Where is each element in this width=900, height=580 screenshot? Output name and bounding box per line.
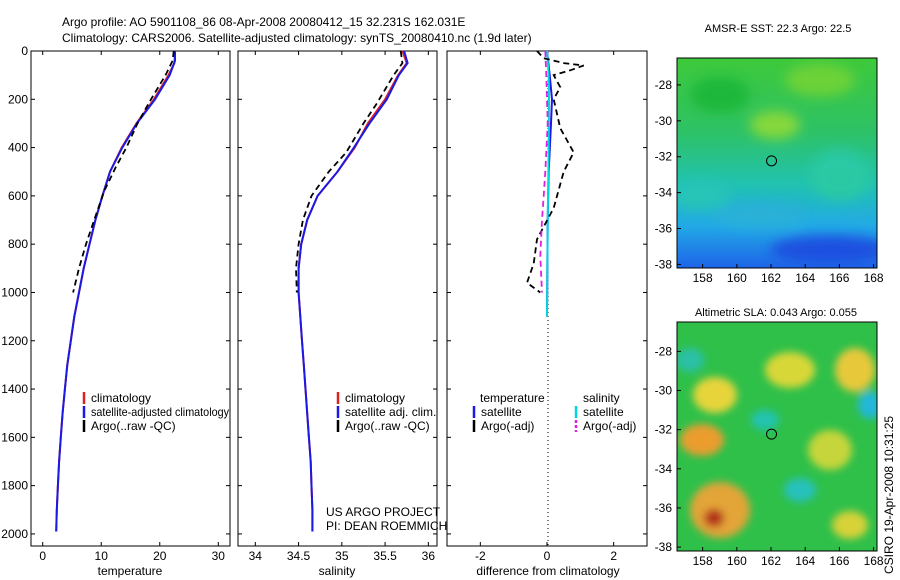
x-tick-label: 34 (249, 549, 263, 563)
satellite-adj-clim-line (297, 50, 409, 532)
salinity-argo-adj-line (539, 50, 549, 293)
map-y-tick-label: -30 (655, 114, 673, 128)
salinity-ticks: 34 34.5 35 35.5 36 (238, 50, 437, 563)
legend-sal-satellite-label: satellite (583, 405, 624, 419)
y-tick-label: 400 (8, 141, 28, 155)
y-tick-label: 1400 (1, 382, 28, 396)
x-tick-label: -2 (475, 549, 486, 563)
climatology-line (297, 50, 408, 532)
map-y-tick-label: -32 (655, 150, 673, 164)
y-tick-label: 1200 (1, 334, 28, 348)
legend-temperature-title: temperature (480, 391, 545, 405)
sla-map-frame (676, 321, 878, 552)
map-x-tick-label: 164 (795, 271, 815, 285)
map-x-tick-label: 158 (693, 271, 713, 285)
sst-heatmap (677, 58, 877, 268)
title-line-1: Argo profile: AO 5901108_86 08-Apr-2008 … (62, 15, 465, 29)
y-tick-label: 600 (8, 189, 28, 203)
y-tick-label: 800 (8, 237, 28, 251)
difference-xlabel: difference from climatology (476, 564, 619, 578)
argo-location-marker (766, 155, 778, 167)
legend-temp-satellite-label: satellite (481, 405, 522, 419)
legend-argo-label: Argo(..raw -QC) (345, 419, 430, 433)
map-x-tick-label: 166 (829, 554, 849, 568)
sla-map-ticks: 158 160 162 164 166 168 -28 -30 -32 -34 -36 -38 (655, 344, 884, 568)
salinity-legend: climatology satellite adj. clim. Argo(..… (336, 391, 436, 433)
map-x-tick-label: 162 (761, 554, 781, 568)
map-y-tick-label: -32 (655, 423, 673, 437)
salinity-xlabel: salinity (319, 564, 356, 578)
difference-ticks: -2 0 2 (447, 50, 647, 563)
temperature-profiles (55, 50, 176, 532)
map-x-tick-label: 166 (829, 271, 849, 285)
legend-argo-label: Argo(..raw -QC) (91, 419, 176, 433)
y-tick-label: 1800 (1, 479, 28, 493)
map-x-tick-label: 158 (693, 554, 713, 568)
salinity-satellite-line (546, 50, 551, 317)
argo-raw-qc-line (72, 50, 175, 293)
difference-profiles (525, 50, 585, 317)
map-x-tick-label: 160 (727, 554, 747, 568)
temperature-ticks: 0 10 20 30 0 200 400 600 800 1000 1200 1400 1600 1800… (1, 44, 230, 563)
x-tick-label: 35.5 (373, 549, 397, 563)
legend-salinity-title: salinity (583, 391, 620, 405)
map-x-tick-label: 164 (795, 554, 815, 568)
map-y-tick-label: -34 (655, 186, 673, 200)
sst-map-frame (676, 57, 878, 269)
sst-map-ticks: 158 160 162 164 166 168 -28 -30 -32 -34 -36 -38 (655, 78, 884, 285)
y-tick-label: 2000 (1, 527, 28, 541)
map-y-tick-label: -30 (655, 384, 673, 398)
title-line-2: Climatology: CARS2006. Satellite-adjuste… (62, 31, 532, 45)
map-x-tick-label: 168 (864, 271, 884, 285)
difference-legend: temperature salinity satellite Argo(-adj… (472, 391, 636, 433)
argo-raw-qc-line (295, 50, 404, 293)
x-tick-label: 34.5 (287, 549, 311, 563)
map-y-tick-label: -28 (655, 78, 673, 92)
temperature-axes (30, 50, 231, 547)
y-tick-label: 1000 (1, 285, 28, 299)
map-y-tick-label: -38 (655, 540, 673, 554)
legend-climatology-label: climatology (91, 391, 151, 405)
y-tick-label: 1600 (1, 430, 28, 444)
salinity-profiles (295, 50, 409, 532)
x-tick-label: 20 (153, 549, 167, 563)
legend-temp-argo-label: Argo(-adj) (481, 419, 534, 433)
map-x-tick-label: 162 (761, 271, 781, 285)
sla-heatmap (677, 322, 877, 551)
legend-sal-argo-label: Argo(-adj) (583, 419, 636, 433)
satellite-adjusted-climatology-line (55, 51, 176, 532)
x-tick-label: 2 (610, 549, 617, 563)
salinity-axes (237, 50, 438, 547)
project-label: US ARGO PROJECT (326, 505, 441, 519)
map-y-tick-label: -34 (655, 462, 673, 476)
map-y-tick-label: -28 (655, 344, 673, 358)
sla-map-title: Altimetric SLA: 0.043 Argo: 0.055 (695, 307, 857, 319)
y-tick-label: 0 (21, 44, 28, 58)
temperature-xlabel: temperature (98, 564, 163, 578)
map-y-tick-label: -36 (655, 222, 673, 236)
map-x-tick-label: 168 (864, 554, 884, 568)
temperature-legend: climatology satellite-adjusted climatolo… (82, 391, 229, 433)
argo-location-marker (766, 428, 778, 440)
x-tick-label: 30 (212, 549, 226, 563)
legend-satellite-label: satellite adj. clim. (345, 405, 436, 419)
x-tick-label: 35 (335, 549, 349, 563)
temperature-argo-adj-line (525, 50, 585, 294)
legend-climatology-label: climatology (345, 391, 405, 405)
x-tick-label: 10 (95, 549, 109, 563)
map-x-tick-label: 160 (727, 271, 747, 285)
x-tick-label: 0 (39, 549, 46, 563)
x-tick-label: 36 (422, 549, 436, 563)
map-y-tick-label: -38 (655, 257, 673, 271)
pi-label: PI: DEAN ROEMMICH (326, 519, 447, 533)
legend-satellite-label: satellite-adjusted climatology (91, 405, 229, 419)
credit-label: CSIRO 19-Apr-2008 10:31:25 (882, 416, 896, 574)
y-tick-label: 200 (8, 92, 28, 106)
sst-map-title: AMSR-E SST: 22.3 Argo: 22.5 (705, 23, 852, 35)
map-y-tick-label: -36 (655, 501, 673, 515)
x-tick-label: 0 (544, 549, 551, 563)
